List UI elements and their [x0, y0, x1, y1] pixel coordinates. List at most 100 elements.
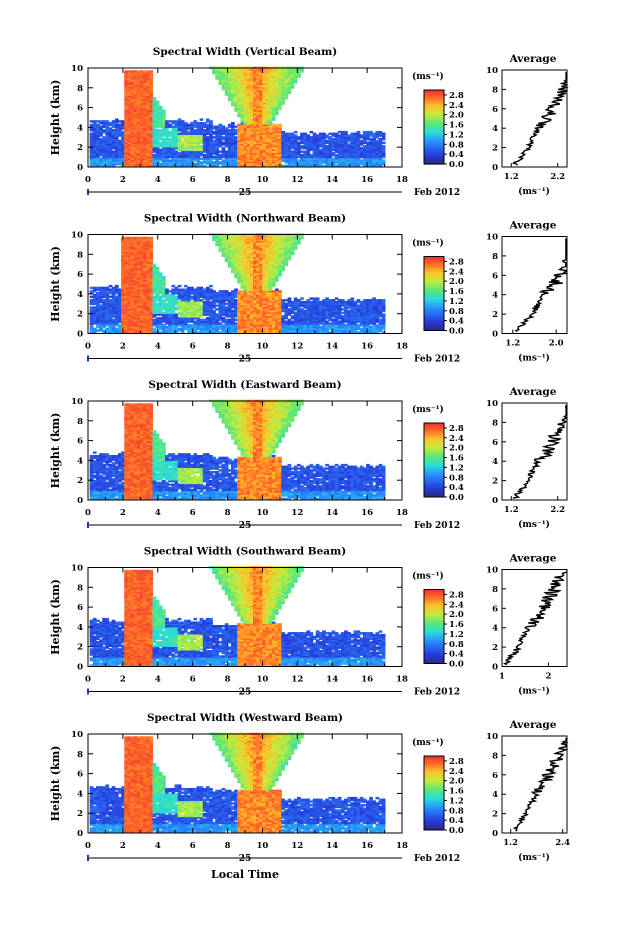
heatmap-cell: [90, 120, 94, 122]
x-tick-label: 12: [291, 175, 303, 185]
heatmap-cell: [363, 131, 367, 133]
heatmap-cell: [121, 120, 125, 122]
heatmap-cell: [200, 305, 204, 307]
panel-title: Spectral Width (Northward Beam): [144, 213, 346, 225]
x-tick-label: 18: [396, 175, 408, 185]
heatmap-cell: [310, 131, 314, 133]
average-x-tick-label: 1.2: [504, 172, 519, 182]
heatmap-cell: [175, 151, 179, 153]
heatmap-cell: [168, 159, 172, 161]
x-tick-label: 10: [257, 175, 269, 185]
heatmap-cell: [379, 138, 383, 140]
heatmap-cell: [96, 329, 100, 331]
panel-title: Spectral Width (Vertical Beam): [153, 46, 337, 58]
heatmap-cell: [294, 134, 298, 136]
heatmap-cell: [90, 299, 94, 301]
heatmap-cell: [379, 131, 383, 133]
x-tick-label: 6: [190, 175, 196, 185]
heatmap-cell: [149, 70, 153, 72]
heatmap-cell: [332, 158, 336, 160]
heatmap-cell: [278, 124, 282, 126]
heatmap-cell: [325, 134, 329, 136]
heatmap-cell: [96, 120, 100, 122]
colorbar-tick-label: 2.4: [449, 101, 464, 111]
heatmap-cell: [294, 131, 298, 133]
y-tick-label: 2: [77, 143, 83, 153]
heatmap-cell: [105, 120, 109, 122]
colorbar-tick-label: 1.2: [449, 130, 464, 140]
heatmap-cell: [159, 272, 163, 274]
heatmap-cell: [159, 317, 163, 319]
colorbar-tick-label: 0.0: [449, 160, 464, 170]
heatmap-cell: [149, 237, 153, 239]
heatmap-cell: [168, 124, 172, 126]
y-tick-label: 8: [77, 84, 83, 94]
heatmap-cell: [159, 106, 163, 108]
y-tick-label: 10: [71, 64, 83, 74]
average-y-tick-label: 10: [486, 66, 498, 76]
heatmap-cell: [215, 313, 219, 315]
heatmap-cell: [90, 290, 94, 292]
heatmap-cell: [175, 120, 179, 122]
heatmap-cell: [162, 276, 166, 278]
heatmap-cell: [347, 134, 351, 136]
heatmap-cell: [357, 131, 361, 133]
heatmap-cell: [206, 136, 210, 138]
heatmap-cell: [175, 287, 179, 289]
heatmap-cell: [190, 122, 194, 124]
heatmap-cell: [222, 147, 226, 149]
heatmap-cell: [215, 305, 219, 307]
heatmap-cell: [156, 267, 160, 269]
x-tick-label: 14: [326, 175, 338, 185]
heatmap-cell: [200, 287, 204, 289]
heatmap-cell: [90, 296, 94, 298]
heatmap-cell: [190, 324, 194, 326]
day-label: 25: [239, 188, 252, 198]
x-tick-label: 4: [155, 175, 161, 185]
heatmap-cells: [90, 67, 386, 167]
average-y-tick-label: 0: [492, 163, 498, 173]
heatmap-cell: [190, 296, 194, 298]
average-y-tick-label: 2: [492, 144, 498, 154]
heatmap-cell: [96, 287, 100, 289]
heatmap-cell: [209, 120, 213, 122]
x-tick-label: 16: [361, 175, 373, 185]
colorbar-tick-label: 1.6: [449, 121, 464, 131]
heatmap-cell: [90, 306, 94, 308]
heatmap-cell: [184, 285, 188, 287]
heatmap-cell: [168, 138, 172, 140]
heatmap-cell: [284, 133, 288, 135]
heatmap-cell: [382, 159, 386, 161]
heatmap-cell: [344, 131, 348, 133]
heatmap-cell: [105, 287, 109, 289]
colorbar-unit: (ms⁻¹): [412, 71, 444, 82]
heatmap-cell: [300, 145, 304, 147]
average-y-tick-label: 8: [492, 85, 498, 95]
heatmap-cell: [237, 290, 241, 292]
heatmap-cell: [332, 133, 336, 135]
heatmap-cell: [325, 140, 329, 142]
heatmap-cell: [231, 122, 235, 124]
heatmap-cell: [200, 161, 204, 163]
heatmap-cell: [175, 313, 179, 315]
heatmap-cell: [184, 289, 188, 291]
heatmap-cell: [190, 287, 194, 289]
panel-2: Spectral Width (Northward Beam)0 2 4 6 8 10 12…: [49, 213, 567, 365]
heatmap-cell: [159, 149, 163, 151]
heatmap-cell: [382, 142, 386, 144]
heatmap-cell: [200, 145, 204, 147]
heatmap-cell: [153, 97, 157, 99]
heatmap-cell: [162, 110, 166, 112]
heatmap-cell: [153, 296, 157, 298]
heatmap-cell: [112, 129, 116, 131]
heatmap-cell: [137, 70, 141, 72]
colorbar-tick-label: 0.4: [449, 150, 464, 160]
heatmap-cell: [347, 143, 351, 145]
heatmap-cell: [200, 118, 204, 120]
heatmap-cell: [222, 317, 226, 319]
x-tick-label: 8: [225, 175, 231, 185]
average-title: Average: [509, 53, 557, 65]
heatmap-cell: [105, 328, 109, 330]
heatmap-cell: [112, 287, 116, 289]
average-x-tick-label: 2.2: [550, 172, 565, 182]
